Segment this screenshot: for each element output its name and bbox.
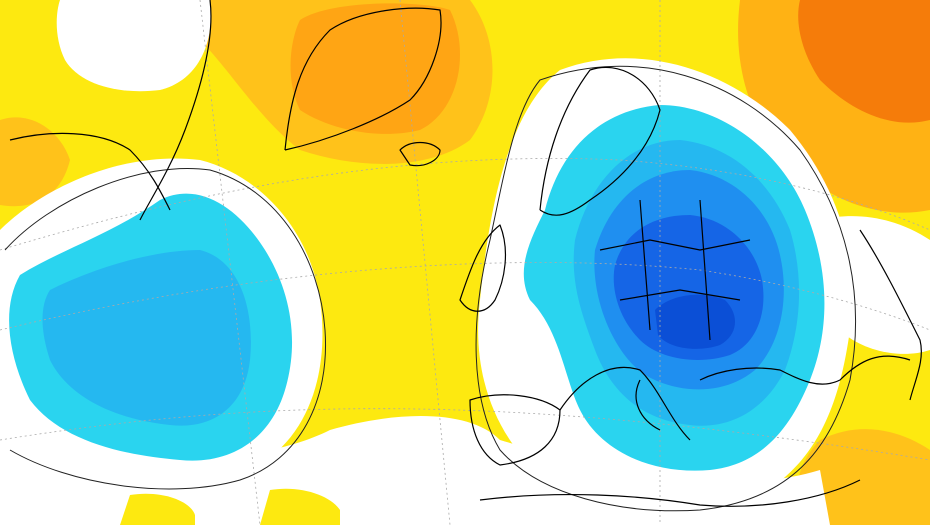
isoline (475, 65, 857, 512)
anomaly-yellow-patch (260, 488, 340, 525)
anomaly-darkest-blue (655, 294, 736, 349)
coastline (479, 479, 861, 507)
anomaly-light-blue (42, 250, 251, 426)
coastline (9, 132, 171, 211)
coastline (539, 66, 661, 216)
coastline (559, 366, 691, 441)
neutral-area (56, 0, 211, 92)
anomaly-light-orange-west (0, 117, 70, 207)
graticule (0, 262, 930, 331)
graticule (0, 408, 930, 461)
neutral-area (818, 216, 930, 354)
coastline (399, 141, 441, 167)
coastline (284, 7, 442, 151)
coastline (139, 0, 212, 221)
coastline (699, 355, 911, 385)
coastline (459, 224, 506, 312)
neutral-area (500, 440, 830, 525)
anomaly-orange (290, 3, 460, 134)
border (599, 199, 751, 341)
anomaly-yellow-patch (120, 493, 195, 525)
graticule (199, 0, 661, 525)
coastline (859, 229, 922, 401)
coastline (469, 394, 561, 466)
anomaly-dark-orange (798, 0, 930, 123)
anomaly-light-orange-se (796, 429, 930, 525)
isoline (4, 168, 327, 490)
